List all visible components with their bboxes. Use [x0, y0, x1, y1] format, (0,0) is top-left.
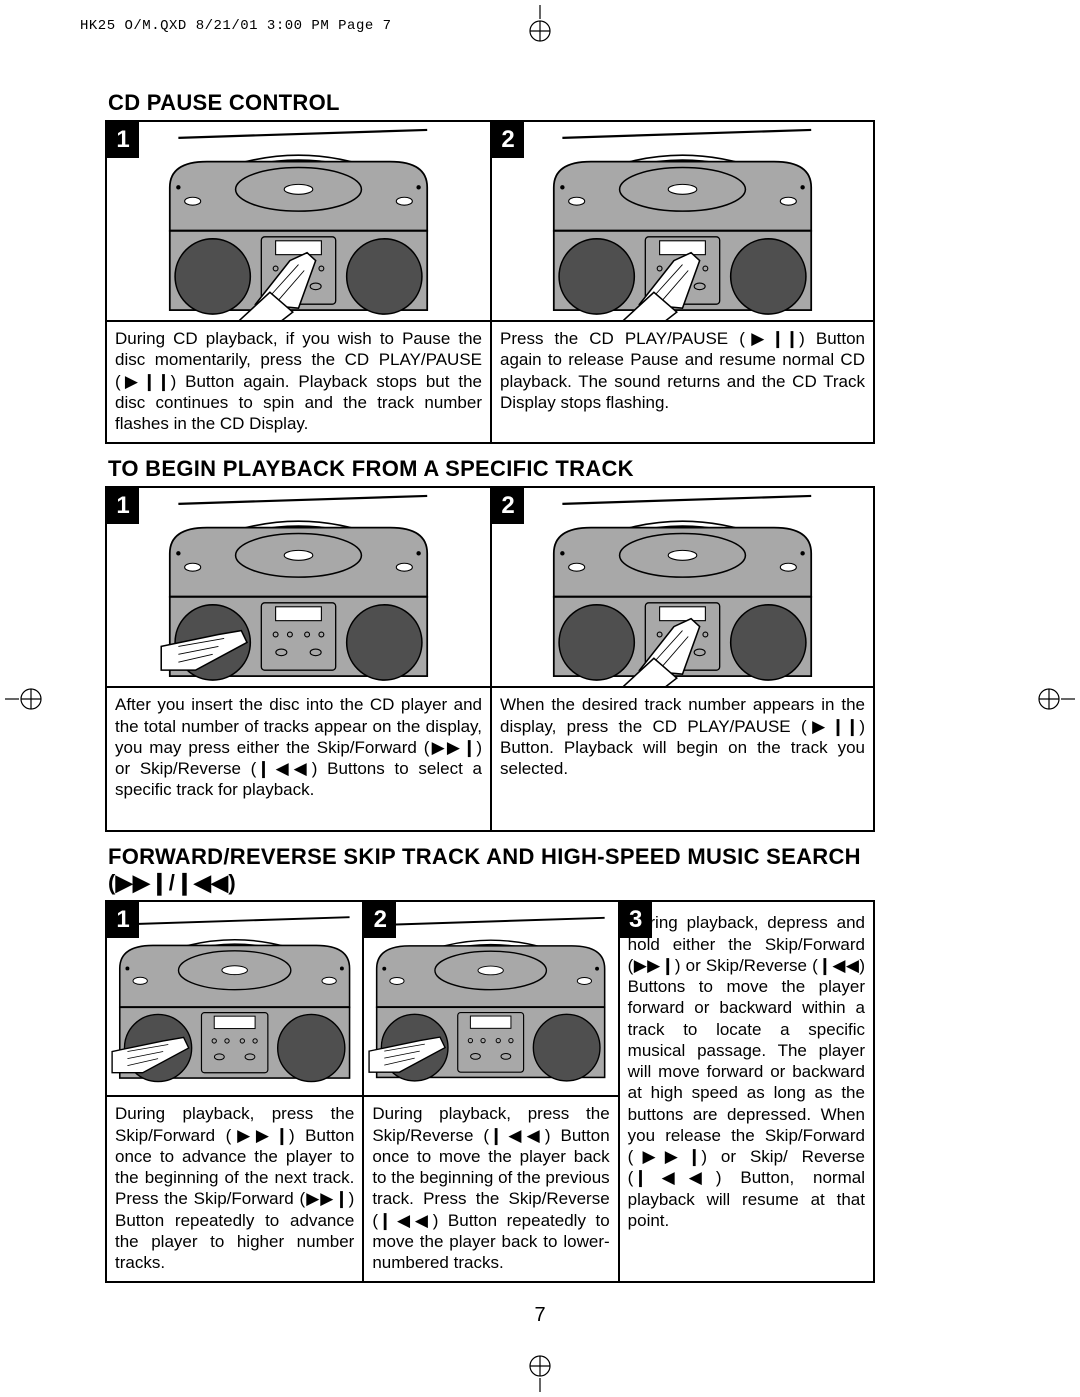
illustration	[107, 902, 362, 1097]
page-content: CD PAUSE CONTROL 1	[105, 90, 875, 1295]
page-header-slug: HK25 O/M.QXD 8/21/01 3:00 PM Page 7	[80, 18, 392, 34]
page-number: 7	[534, 1304, 545, 1327]
section-1: 1	[105, 120, 875, 444]
step-number-badge: 1	[107, 122, 139, 158]
section-3: 1	[105, 900, 875, 1283]
illustration	[107, 122, 490, 322]
section-3-step-1: 1	[107, 902, 362, 1281]
step-number-badge: 3	[620, 902, 652, 938]
crop-mark-left	[5, 679, 45, 719]
section-1-step-2: 2	[490, 122, 873, 442]
step-caption: When the desired track number appears in…	[492, 688, 873, 830]
section-1-step-1: 1	[107, 122, 490, 442]
section-heading-3: FORWARD/REVERSE SKIP TRACK AND HIGH-SPEE…	[108, 844, 875, 896]
section-2-step-1: 1	[107, 488, 490, 830]
step-caption: During playback, press the Skip/Forward …	[107, 1097, 362, 1281]
section-2-step-2: 2	[490, 488, 873, 830]
step-caption: During playback, press the Skip/Reverse …	[364, 1097, 617, 1281]
crop-mark-top	[520, 5, 560, 45]
step-caption: Press the CD PLAY/PAUSE (▶❙❙) Button aga…	[492, 322, 873, 421]
crop-mark-bottom	[520, 1352, 560, 1392]
step-number-badge: 1	[107, 902, 139, 938]
step-number-badge: 1	[107, 488, 139, 524]
illustration	[492, 122, 873, 322]
section-heading-1: CD PAUSE CONTROL	[108, 90, 875, 116]
section-3-step-2: 2	[362, 902, 617, 1281]
section-2: 1	[105, 486, 875, 832]
illustration	[107, 488, 490, 688]
step-number-badge: 2	[492, 122, 524, 158]
step-caption: During CD playback, if you wish to Pause…	[107, 322, 490, 442]
step-caption: After you insert the disc into the CD pl…	[107, 688, 490, 830]
section-3-step-3: 3 During playback, depress and hold eith…	[618, 902, 873, 1281]
step-caption: During playback, depress and hold either…	[620, 902, 873, 1239]
step-number-badge: 2	[492, 488, 524, 524]
section-heading-2: TO BEGIN PLAYBACK FROM A SPECIFIC TRACK	[108, 456, 875, 482]
step-number-badge: 2	[364, 902, 396, 938]
illustration	[492, 488, 873, 688]
crop-mark-right	[1035, 679, 1075, 719]
illustration	[364, 902, 617, 1097]
